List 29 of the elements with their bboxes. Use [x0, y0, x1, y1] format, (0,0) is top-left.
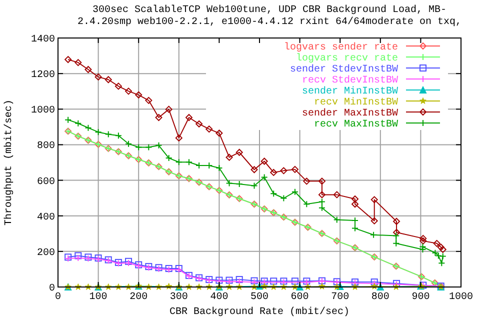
chart-title: 300sec ScalableTCP Web100tune, UDP CBR Background Load, MB- 2.4.20smp web100-2.2.1, e1000-4.4.12 rxint 64/64moderate on txq,	[77, 4, 462, 28]
x-tick-label: 600	[290, 292, 309, 303]
x-tick-label: 200	[130, 292, 148, 303]
x-tick-label: 500	[250, 292, 269, 303]
legend-label: logvars recv rate	[296, 52, 398, 64]
y-axis-title: Throughput (mbit/sec)	[3, 99, 15, 226]
x-tick-label: 900	[412, 292, 430, 303]
y-tick-label: 600	[36, 176, 55, 188]
y-tick-label: 800	[36, 141, 55, 152]
legend-label: recv StdevInstBW	[302, 74, 398, 86]
legend-label: logvars sender rate	[284, 42, 398, 54]
legend-label: sender StdevInstBW	[290, 64, 398, 76]
y-tick-label: 0	[48, 284, 55, 294]
y-tick-label: 1000	[30, 106, 55, 117]
legend-label: recv MaxInstBW	[314, 120, 398, 130]
x-tick-label: 1000	[448, 292, 474, 303]
legend-label: sender MinInstBW	[302, 86, 398, 98]
x-tick-label: 700	[331, 292, 350, 303]
x-tick-label: 100	[89, 292, 108, 303]
x-axis-title: CBR Background Rate (mbit/sec)	[169, 306, 350, 318]
y-tick-label: 1200	[30, 70, 55, 82]
x-tick-label: 300	[170, 292, 188, 303]
y-tick-label: 200	[36, 248, 55, 259]
x-tick-label: 800	[371, 292, 390, 303]
legend-label: recv MinInstBW	[314, 96, 398, 108]
y-tick-label: 1400	[30, 34, 55, 46]
y-tick-label: 400	[36, 212, 55, 224]
x-tick-label: 400	[210, 292, 228, 303]
legend-label: sender MaxInstBW	[302, 108, 398, 120]
